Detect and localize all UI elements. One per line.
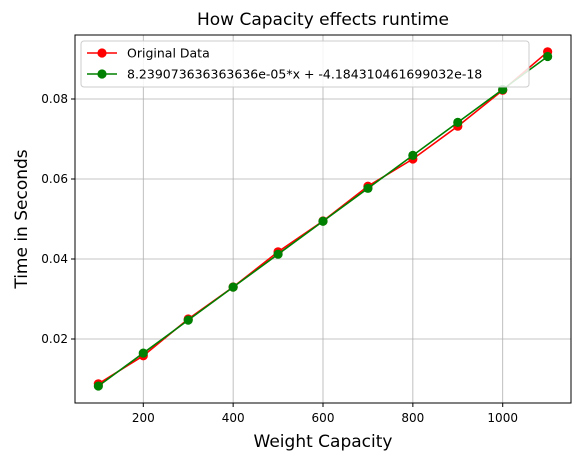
x-tick-label: 800: [401, 411, 424, 425]
x-tick-label: 400: [222, 411, 245, 425]
series-layer: [93, 47, 553, 391]
series-2-point: [543, 51, 553, 62]
series-2-point: [138, 348, 148, 358]
series-2-point: [408, 150, 418, 160]
series-2-point: [93, 381, 103, 391]
y-tick-label: 0.02: [41, 332, 68, 346]
series-2-point: [453, 117, 463, 127]
y-tick-label: 0.08: [41, 92, 68, 106]
ticks: 200 400 600 800 1000 0.02 0.04 0.06 0.08: [41, 92, 518, 425]
legend-label-2: 8.239073636363636e-05*x + -4.18431046169…: [127, 67, 482, 82]
legend: Original Data 8.239073636363636e-05*x + -…: [80, 40, 530, 88]
series-2-point: [318, 216, 328, 226]
x-axis-label: Weight Capacity: [254, 432, 393, 452]
y-tick-label: 0.06: [41, 172, 68, 186]
x-tick-label: 1000: [487, 411, 518, 425]
y-axis-label: Time in Seconds: [12, 149, 32, 289]
chart-title: How Capacity effects runtime: [197, 10, 449, 30]
series-2-point: [183, 315, 193, 325]
series-2-point: [228, 282, 238, 292]
x-tick-label: 200: [132, 411, 155, 425]
legend-label-1: Original Data: [127, 46, 210, 61]
y-tick-label: 0.04: [41, 252, 68, 266]
series-2-point: [273, 249, 283, 259]
legend-marker-1: [97, 48, 107, 58]
series-2-point: [363, 183, 373, 193]
x-tick-label: 600: [312, 411, 335, 425]
legend-marker-2: [97, 69, 107, 79]
legend-box: [80, 40, 530, 88]
